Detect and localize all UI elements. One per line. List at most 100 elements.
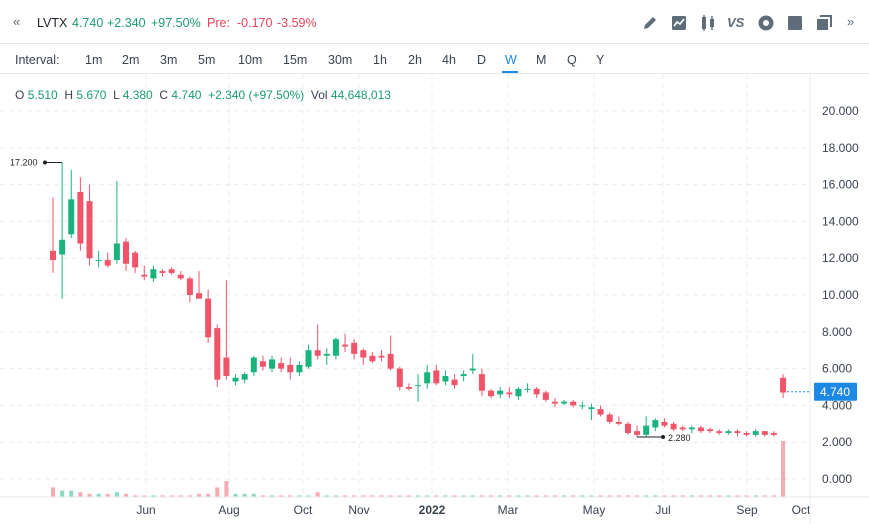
volume-bar xyxy=(187,495,192,497)
interval-10m[interactable]: 10m xyxy=(238,53,263,67)
line-chart-icon[interactable] xyxy=(670,14,688,32)
chart-header: « LVTX 4.740 +2.340 +97.50% Pre: -0.170 … xyxy=(0,0,869,44)
interval-15m[interactable]: 15m xyxy=(283,53,308,67)
x-tick-label: Oct xyxy=(792,503,811,517)
high-value: 5.670 xyxy=(76,88,107,102)
volume-bar xyxy=(644,495,649,497)
interval-30m[interactable]: 30m xyxy=(328,53,353,67)
candle-body xyxy=(378,355,385,358)
low-marker-dot xyxy=(661,435,665,440)
candlestick-chart[interactable]: 17.200 2.280 4.740 0.000 2.000 4.000 6.000 8.0… xyxy=(0,74,869,524)
interval-day[interactable]: D xyxy=(477,53,487,67)
volume-bar xyxy=(580,495,585,497)
candle-body xyxy=(232,377,239,382)
volume-bar xyxy=(781,441,786,497)
interval-3m[interactable]: 3m xyxy=(160,53,178,67)
interval-2m[interactable]: 2m xyxy=(122,53,140,67)
compare-vs-button[interactable]: VS xyxy=(727,15,745,30)
volume-bar xyxy=(771,495,776,497)
double-chevron-right-icon[interactable]: » xyxy=(847,14,855,29)
volume-bar xyxy=(680,495,685,497)
candle-body xyxy=(670,423,677,430)
close-value: 4.740 xyxy=(171,88,202,102)
volume-bar xyxy=(507,495,512,497)
candle-body xyxy=(506,392,513,395)
volume-bar xyxy=(744,495,749,497)
y-tick-label: 2.000 xyxy=(822,435,852,449)
settings-icon[interactable] xyxy=(757,14,775,32)
candle-body xyxy=(141,274,148,277)
volume-bar xyxy=(479,495,484,497)
candle-body xyxy=(132,252,139,268)
interval-4h[interactable]: 4h xyxy=(442,53,456,67)
last-price-badge xyxy=(814,382,857,401)
volume-bar xyxy=(552,495,557,497)
candle-body xyxy=(332,339,339,356)
low-label: L xyxy=(113,88,120,102)
interval-quarter[interactable]: Q xyxy=(567,53,577,67)
pencil-icon[interactable] xyxy=(641,14,659,32)
candle-body xyxy=(588,407,595,410)
volume-bar xyxy=(197,493,202,497)
candle-body xyxy=(323,353,330,356)
candle-body xyxy=(478,374,485,391)
volume-bar xyxy=(571,495,576,497)
copy-icon[interactable] xyxy=(815,14,833,32)
interval-5m[interactable]: 5m xyxy=(198,53,216,67)
candle-body xyxy=(734,431,741,433)
volume-bar xyxy=(388,495,393,497)
double-chevron-left-icon[interactable]: « xyxy=(13,14,21,29)
interval-month[interactable]: M xyxy=(536,53,547,67)
symbol-label[interactable]: LVTX xyxy=(37,16,68,30)
candle-body xyxy=(688,427,695,430)
candle-body xyxy=(442,375,449,382)
high-label: H xyxy=(64,88,74,102)
candle-body xyxy=(716,431,723,433)
x-tick-label: Nov xyxy=(348,503,369,517)
candle-body xyxy=(460,374,467,376)
volume-bar xyxy=(607,495,612,497)
interval-year[interactable]: Y xyxy=(596,53,605,67)
candle-body xyxy=(643,425,650,435)
candle-body xyxy=(405,387,412,389)
candle-body xyxy=(186,278,193,295)
interval-1h[interactable]: 1h xyxy=(373,53,387,67)
volume-bar xyxy=(598,495,603,497)
y-tick-label: 10.000 xyxy=(822,288,859,302)
low-marker-label: 2.280 xyxy=(668,433,691,443)
candle-body xyxy=(241,374,248,380)
candles-icon[interactable] xyxy=(699,14,717,32)
candle-body xyxy=(634,431,641,435)
interval-label: Interval: xyxy=(15,53,60,67)
candle-body xyxy=(250,357,257,373)
interval-2h[interactable]: 2h xyxy=(408,53,422,67)
candle-body xyxy=(752,431,759,435)
candle-body xyxy=(196,293,203,299)
volume-bar xyxy=(406,495,411,497)
candle-body xyxy=(561,401,568,404)
x-tick-label: Jun xyxy=(136,503,155,517)
x-tick-label: 2022 xyxy=(419,503,446,517)
interval-week[interactable]: W xyxy=(505,53,517,67)
candle-body xyxy=(606,414,613,422)
candle-body xyxy=(542,392,549,400)
candle-body xyxy=(415,385,422,387)
volume-bar xyxy=(133,495,138,497)
candle-body xyxy=(424,372,431,384)
volume-bar xyxy=(343,495,348,497)
candle-body xyxy=(269,359,276,369)
volume-bar xyxy=(370,495,375,497)
interval-1m[interactable]: 1m xyxy=(85,53,103,67)
volume-bar xyxy=(233,493,238,497)
candle-body xyxy=(214,328,221,380)
volume-bar xyxy=(726,495,731,497)
candle-body xyxy=(123,241,130,264)
volume-bar xyxy=(753,495,758,497)
candle-body xyxy=(296,364,303,373)
candle-body xyxy=(369,355,376,362)
high-marker-dot xyxy=(43,160,47,165)
candle-body xyxy=(168,269,175,273)
square-icon[interactable] xyxy=(786,14,804,32)
volume-bar xyxy=(525,495,530,497)
active-interval-indicator xyxy=(502,71,518,73)
